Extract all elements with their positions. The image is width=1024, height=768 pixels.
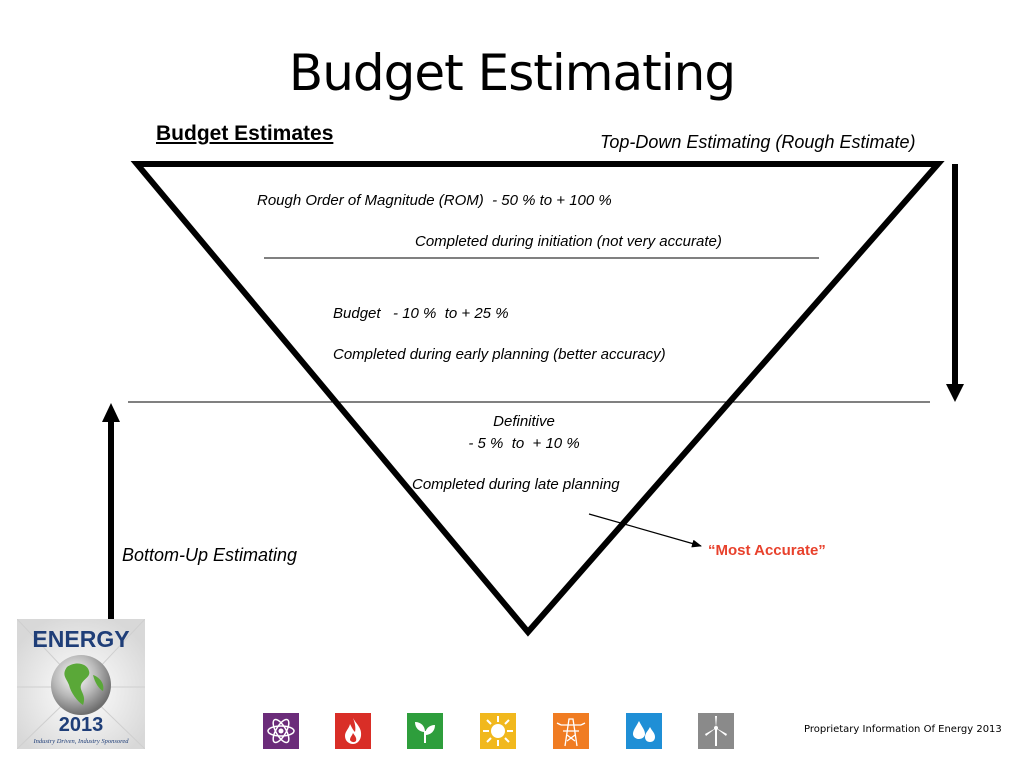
slide-title: Budget Estimating xyxy=(288,44,736,102)
top-down-label: Top-Down Estimating (Rough Estimate) xyxy=(600,132,916,152)
budget-label: Budget - 10 % to + 25 % xyxy=(333,305,509,322)
top-down-arrow xyxy=(946,164,964,402)
wind-turbine-icon xyxy=(698,713,734,749)
water-drops-icon xyxy=(626,713,662,749)
inverted-triangle xyxy=(130,161,945,637)
bottom-up-arrow xyxy=(102,403,120,632)
power-tower-icon xyxy=(553,713,589,749)
section-heading: Budget Estimates xyxy=(156,122,334,145)
leaf-icon xyxy=(407,713,443,749)
rom-description: Completed during initiation (not very ac… xyxy=(415,233,722,250)
definitive-description: Completed during late planning xyxy=(412,476,620,493)
callout-pointer xyxy=(588,513,702,548)
sun-icon xyxy=(480,713,516,749)
svg-text:ENERGY: ENERGY xyxy=(32,626,129,652)
budget-description: Completed during early planning (better … xyxy=(333,346,666,363)
footer-text: Proprietary Information Of Energy 2013 xyxy=(804,724,1002,735)
svg-text:2013: 2013 xyxy=(59,714,104,736)
globe-icon: ENERGY 2013 Industry Driven, Industry Sp… xyxy=(17,619,145,749)
energy-2013-logo: ENERGY 2013 Industry Driven, Industry Sp… xyxy=(17,619,145,749)
flame-icon xyxy=(335,713,371,749)
svg-text:Industry Driven, Industry Spon: Industry Driven, Industry Sponsored xyxy=(32,738,129,745)
definitive-title: Definitive xyxy=(493,413,555,430)
atom-icon xyxy=(263,713,299,749)
rom-label: Rough Order of Magnitude (ROM) - 50 % to… xyxy=(257,192,612,209)
bottom-up-label: Bottom-Up Estimating xyxy=(122,545,298,565)
most-accurate-callout: “Most Accurate” xyxy=(708,542,826,559)
definitive-range: - 5 % to + 10 % xyxy=(468,435,580,452)
